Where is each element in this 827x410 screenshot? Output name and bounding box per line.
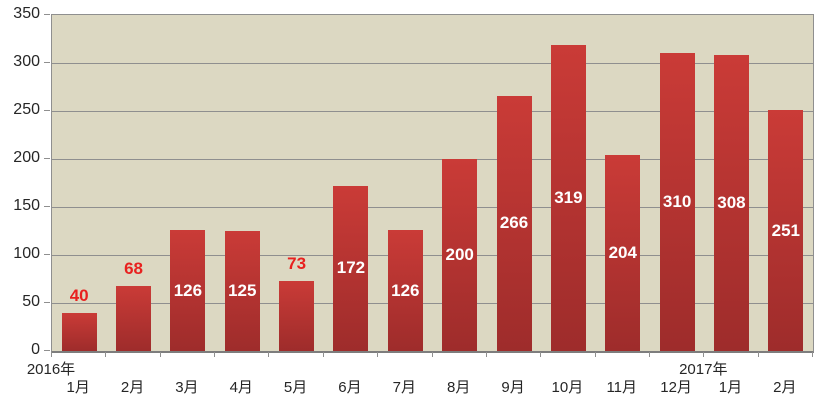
- bar: [496, 95, 532, 351]
- bar-value-label: 266: [499, 213, 529, 233]
- x-tick-mark: [757, 352, 759, 357]
- bar: [333, 185, 369, 351]
- bar: [550, 44, 586, 351]
- bar-value-label: 125: [228, 281, 257, 300]
- y-tick-mark: [44, 158, 50, 159]
- x-month-label: 7月: [392, 379, 416, 396]
- bar: [116, 285, 152, 351]
- x-tick-mark: [540, 352, 542, 357]
- bar: [170, 230, 206, 351]
- x-month-label: 8月: [447, 379, 471, 396]
- x-month-label: 9月: [501, 379, 525, 396]
- y-tick-label: 150: [13, 197, 40, 214]
- bar: [605, 155, 641, 351]
- y-tick-label: 0: [31, 341, 40, 358]
- x-month-label: 10月: [551, 379, 584, 396]
- bar: [224, 231, 260, 351]
- y-tick-label: 350: [13, 5, 40, 22]
- y-tick-label: 50: [22, 293, 40, 310]
- y-tick-label: 100: [13, 245, 40, 262]
- bar: [659, 53, 695, 351]
- x-month-label: 1月: [66, 379, 90, 396]
- x-tick-mark: [51, 352, 52, 357]
- bar-value-label: 319: [554, 187, 583, 207]
- bar-value-label: 310: [662, 192, 692, 212]
- x-tick-mark: [812, 352, 813, 357]
- gridline: [52, 255, 813, 256]
- x-tick-mark: [485, 352, 487, 357]
- x-tick-mark: [214, 352, 216, 357]
- year-label: 2016年: [26, 361, 76, 378]
- bar-value-label: 73: [287, 253, 307, 273]
- x-tick-mark: [159, 352, 161, 357]
- gridline: [52, 159, 813, 160]
- x-tick-mark: [268, 352, 270, 357]
- gridline: [52, 207, 813, 208]
- y-tick-mark: [44, 110, 50, 111]
- bar-value-label: 172: [336, 258, 366, 278]
- gridline: [52, 111, 813, 112]
- x-tick-mark: [105, 352, 107, 357]
- x-month-label: 2月: [773, 379, 797, 396]
- bar-value-label: 200: [445, 245, 474, 264]
- x-month-label: 5月: [283, 379, 308, 396]
- x-tick-mark: [703, 352, 705, 357]
- bar-value-label: 126: [391, 280, 420, 300]
- x-tick-mark: [648, 352, 650, 357]
- x-month-label: 12月: [660, 379, 692, 396]
- y-tick-mark: [44, 14, 50, 15]
- plot-area: 40 68 126 125 73 172 126 200 266 319 204 310 308 251: [51, 14, 814, 353]
- bar-value-label: 126: [173, 280, 203, 300]
- x-tick-mark: [594, 352, 596, 357]
- x-tick-mark: [322, 352, 324, 357]
- y-tick-mark: [44, 62, 50, 63]
- year-label: 2017年: [679, 361, 728, 378]
- x-month-label: 4月: [229, 379, 253, 396]
- bar-value-label: 68: [124, 258, 143, 278]
- bar-value-label: 251: [771, 220, 800, 240]
- y-tick-label: 200: [13, 149, 40, 166]
- y-tick-label: 300: [13, 53, 40, 70]
- y-tick-mark: [44, 302, 50, 303]
- bar-value-label: 204: [608, 243, 637, 263]
- bar-value-label: 40: [69, 285, 89, 305]
- x-month-label: 1月: [718, 379, 743, 396]
- gridline: [52, 63, 813, 64]
- gridline: [52, 303, 813, 304]
- x-month-label: 3月: [175, 379, 199, 396]
- bar: [279, 280, 315, 351]
- bar: [442, 159, 478, 351]
- bar: [768, 110, 804, 351]
- x-month-label: 2月: [120, 379, 145, 396]
- y-tick-mark: [44, 206, 50, 207]
- y-tick-mark: [44, 254, 50, 255]
- x-tick-mark: [431, 352, 433, 357]
- y-tick-label: 250: [13, 101, 40, 118]
- y-tick-mark: [44, 350, 50, 351]
- x-tick-mark: [377, 352, 379, 357]
- bar-value-label: 308: [717, 193, 746, 213]
- x-month-label: 11月: [606, 379, 638, 396]
- bar: [713, 55, 749, 351]
- bar: [61, 312, 97, 351]
- bar: [387, 230, 423, 351]
- x-month-label: 6月: [338, 379, 362, 396]
